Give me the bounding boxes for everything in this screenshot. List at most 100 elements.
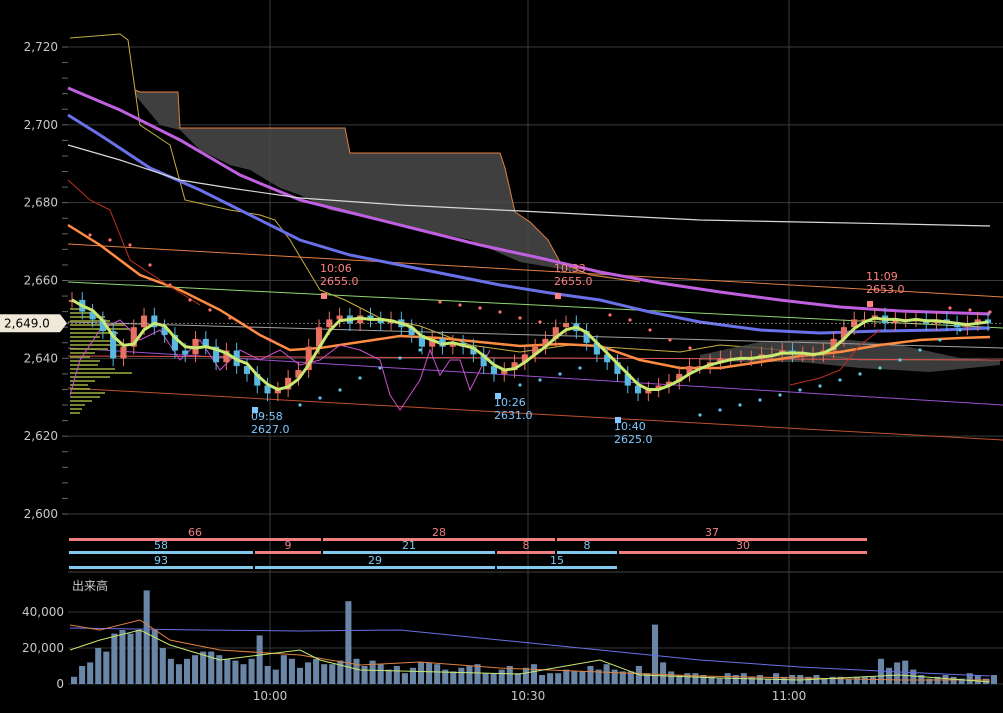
profile-bar [70, 384, 88, 386]
parabolic-sar [88, 233, 992, 417]
candle-body [635, 385, 642, 394]
ma-green [71, 298, 989, 392]
candle-body [202, 338, 209, 347]
y-tick-label: 2,700 [24, 118, 58, 132]
sar-dot [438, 340, 442, 344]
sar-dot [318, 396, 322, 400]
volume-bar [894, 662, 901, 684]
sar-dot [608, 313, 612, 317]
moving-averages [67, 86, 991, 411]
candle-body [511, 362, 518, 371]
sar-dot [88, 233, 92, 237]
volume-bar [361, 666, 368, 684]
volume-bar [942, 675, 949, 684]
annotation-marker [321, 293, 327, 299]
current-price-tag: 2,649.0 [0, 314, 1003, 333]
volume-bar [571, 671, 578, 684]
annotation-marker [555, 293, 561, 299]
flow-bar-label: 8 [523, 539, 530, 552]
volume-bar [313, 658, 320, 684]
time-axis: 10:00 10:30 11:00 [253, 689, 807, 703]
flow-bar [323, 551, 495, 554]
profile-bar [70, 312, 90, 314]
candle-body [213, 346, 220, 363]
volume-bar [926, 678, 933, 684]
trend-line [67, 321, 1003, 349]
sar-dot [988, 310, 992, 314]
profile-bar [70, 336, 100, 338]
sar-dot [458, 303, 462, 307]
profile-bar [70, 380, 95, 382]
volume-bar [708, 676, 715, 684]
volume-bar [151, 630, 158, 684]
volume-bar [466, 666, 473, 684]
volume-bar [853, 676, 860, 684]
sar-dot [108, 238, 112, 242]
volume-bar [385, 669, 392, 684]
x-tick-label: 10:00 [253, 689, 288, 703]
flow-bar [497, 551, 555, 554]
volume-bar [111, 633, 118, 684]
candle-body [274, 389, 281, 394]
volume-bar [966, 673, 973, 684]
volume-bar [603, 664, 610, 684]
volume-bar [619, 671, 626, 684]
candle-body [254, 373, 261, 386]
sar-dot [518, 316, 522, 320]
volume-bar [353, 658, 360, 684]
volume-bar [748, 676, 755, 684]
candle-body [593, 342, 600, 355]
sar-dot [438, 300, 442, 304]
candle-body [490, 366, 498, 374]
profile-bar [70, 344, 130, 346]
annotation-time: 11:09 [866, 270, 898, 283]
sar-dot [758, 398, 762, 402]
volume-bar [652, 624, 659, 684]
flow-bar [255, 566, 495, 569]
candle-body [470, 346, 477, 355]
profile-bar [70, 396, 100, 398]
candle-body [408, 327, 415, 335]
candlesticks [68, 292, 992, 402]
flow-bar [557, 538, 867, 541]
flow-bar [255, 551, 321, 554]
sar-dot [518, 383, 522, 387]
flow-bar [619, 551, 867, 554]
flow-bar-label: 37 [705, 526, 719, 539]
candle-body [377, 319, 384, 324]
volume-bar [224, 658, 231, 684]
volume-bar [442, 669, 449, 684]
volume-bar [764, 678, 772, 684]
flow-bar [497, 566, 617, 569]
candle-body [161, 327, 168, 335]
candle-body [645, 389, 652, 394]
profile-bar [70, 408, 82, 410]
price-tag-label: 2,649.0 [4, 316, 50, 330]
volume-bar [426, 662, 433, 684]
candle-body [830, 338, 837, 351]
candle-body [974, 319, 981, 324]
ma-red-2 [789, 329, 881, 386]
candle-body [532, 346, 539, 355]
flow-bar-label: 30 [736, 539, 750, 552]
flow-bar-label: 9 [285, 539, 292, 552]
candle-body [686, 366, 693, 374]
candle-body [604, 354, 611, 363]
candle-body [140, 315, 148, 328]
candle-body [614, 362, 621, 374]
volume-bar [377, 664, 384, 684]
sar-dot [838, 378, 842, 382]
volume-bar [910, 669, 917, 684]
volume-bar [272, 669, 279, 684]
annotation-time: 09:58 [251, 410, 283, 423]
volume-bar [595, 669, 602, 684]
candle-body [326, 319, 333, 328]
vol-tick-label: 20,000 [22, 641, 64, 655]
annotation-price: 2631.0 [494, 409, 533, 422]
sar-dot [878, 366, 882, 370]
sar-dot [948, 306, 952, 310]
sar-dot [298, 403, 302, 407]
cloud-fill-2 [700, 340, 1000, 372]
candle-body [717, 358, 724, 363]
candle-body [449, 342, 456, 347]
